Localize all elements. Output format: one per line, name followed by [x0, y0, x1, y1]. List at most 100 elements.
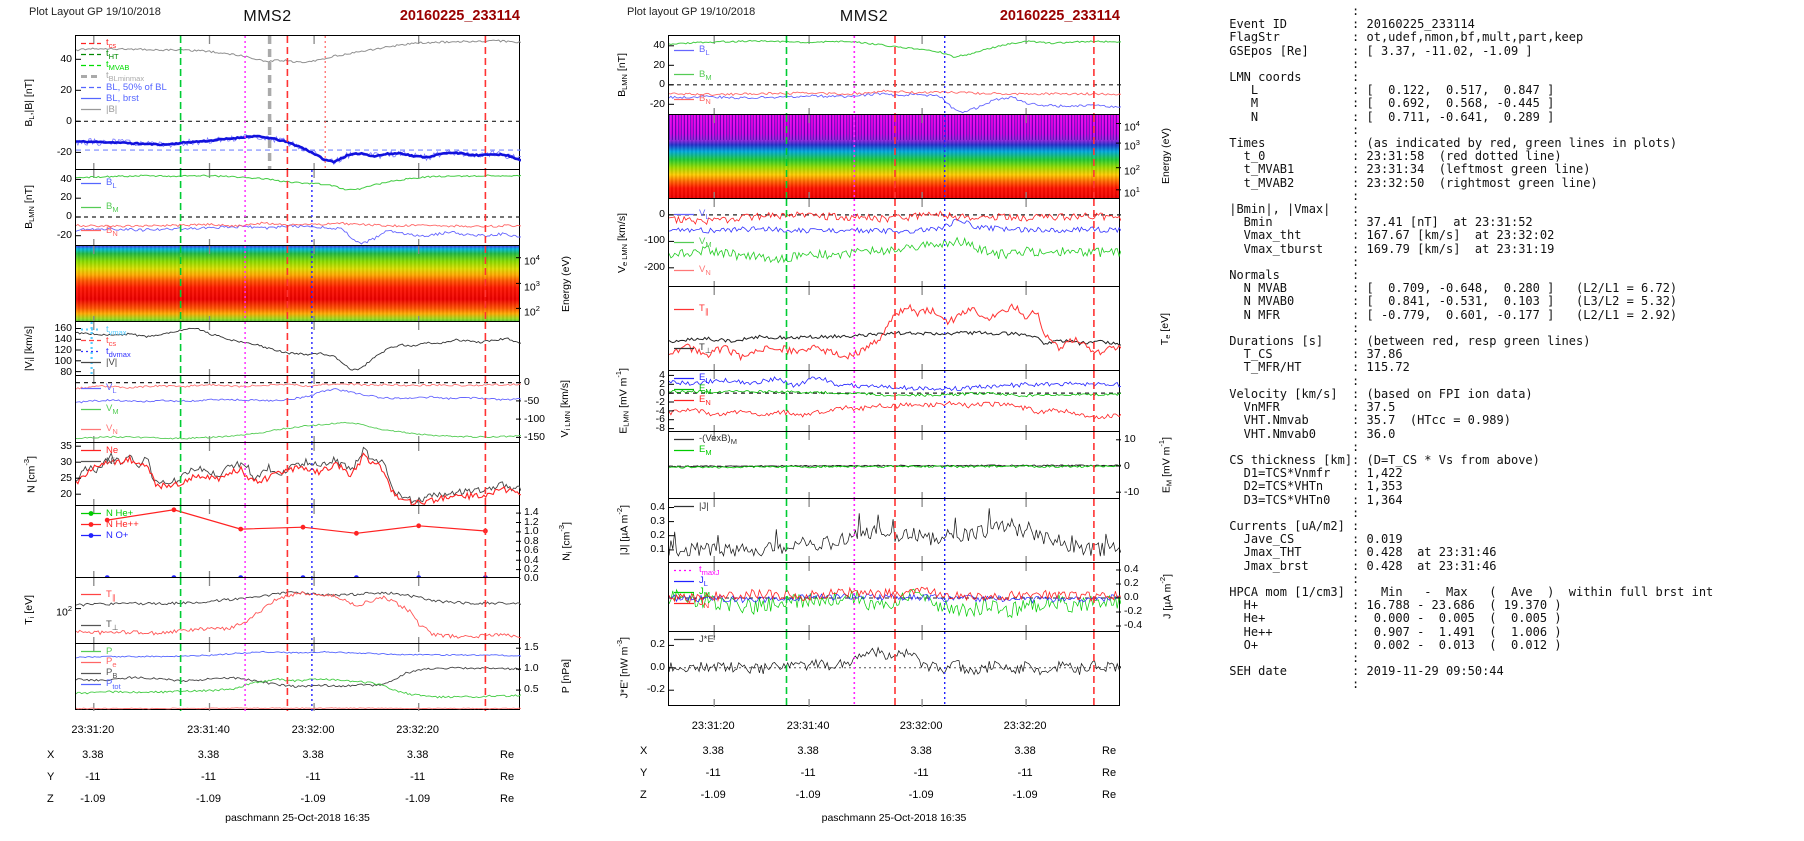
legend-item: T∥ — [674, 303, 711, 316]
panel-minor-ion-density: 1.4 1.2 1.0 0.8 0.6 0.4 0.2 0.0 Ni [cm-3] N He+ N … — [75, 504, 574, 584]
signature-footer: paschmann 25-Oct-2018 16:35 — [225, 812, 370, 824]
y-tick-label: 0.2 — [650, 638, 665, 651]
panel-legend: tvmax tcs tdvmax |V| — [81, 324, 131, 368]
legend-label: BL, brst — [106, 93, 139, 104]
panel-legend: T∥ T⊥ — [674, 289, 711, 368]
ephemeris-row-label: Z — [640, 789, 647, 801]
panel-b-lmn: 40 20 0 -20 BLMN [nT] BL BM BN — [616, 35, 1121, 116]
info-line: Jmax_THT : 0.428 at 23:31:46 — [1222, 545, 1497, 560]
ephemeris-unit: Re — [500, 793, 515, 805]
ephemeris-row-label: X — [640, 745, 648, 757]
y-axis-title-text: BLMN [nT] — [615, 53, 630, 97]
info-line: VHT.Nmvab : 35.7 (HTcc = 0.989) — [1222, 413, 1511, 428]
spacecraft-title: MMS2 — [243, 8, 292, 25]
y-tick-label-right: -10 — [1124, 485, 1140, 498]
y-axis-title: N [cm-3] — [21, 443, 38, 505]
y-tick-label-right: 0 — [1124, 459, 1130, 472]
info-line: N : [ 0.711, -0.641, 0.289 ] — [1222, 109, 1555, 124]
panel-vi-mag: 160 140 120 100 80 |Vi| [km/s] tvmax tcs tdvmax |… — [23, 321, 521, 378]
ephemeris-value: -1.09 — [1012, 789, 1038, 801]
ephemeris-value: -1.09 — [700, 789, 726, 801]
legend-item: Ni — [81, 456, 118, 467]
info-line: Event ID : 20160225_233114 — [1222, 17, 1475, 32]
panel-plot-ti — [76, 577, 521, 645]
legend-label: BL — [699, 43, 710, 57]
trace-V_{N} — [76, 383, 521, 390]
event-id-label: 20160225_233114 — [999, 8, 1120, 24]
y-axis-title-text: Ve LMN [km/s] — [615, 212, 630, 273]
panel-legend: EL EM EN — [674, 372, 712, 408]
legend-label: VN — [106, 423, 118, 437]
legend-item: BL, 50% of BL — [81, 82, 167, 93]
y-axis-title: BLMN [nT] — [614, 36, 631, 114]
legend-item: BN — [674, 93, 712, 106]
y-tick-label-right: 1.2 — [524, 515, 539, 528]
legend-item: VN — [81, 423, 119, 437]
ephemeris-value: -11 — [913, 767, 929, 779]
ephemeris-unit: Re — [500, 749, 515, 761]
info-line: T_CS : 37.86 — [1222, 347, 1403, 362]
info-line: SEH date : 2019-11-29 09:50:44 — [1222, 664, 1504, 679]
trace-V_{L} — [76, 388, 521, 404]
legend-label: tdvmax — [106, 345, 131, 359]
legend-label: BL, 50% of BL — [106, 82, 167, 93]
y-tick-label-right: 0.4 — [524, 553, 539, 566]
legend-label: VM — [699, 236, 712, 250]
info-line: O+ : 0.002 - 0.013 ( 0.012 ) — [1222, 637, 1562, 652]
y-axis-title: |Vi| [km/s] — [21, 322, 38, 375]
panel-legend: T∥ T⊥ — [81, 580, 118, 641]
panel-plot-b-lmn — [669, 36, 1121, 116]
right-axis-title-text: Energy (eV) — [1159, 128, 1172, 185]
legend-item: |B| — [81, 104, 167, 115]
legend-label: T⊥ — [106, 619, 119, 632]
legend-label: |J| — [699, 500, 709, 512]
trace-P_{e} — [76, 706, 521, 709]
ephemeris-unit: Re — [1102, 789, 1117, 801]
panel-ve-lmn: 0 -100 -200 Ve LMN [km/s] VL VM VN — [616, 197, 1121, 289]
y-tick-label: 20 — [653, 58, 665, 71]
info-line: N MVAB0 : [ 0.841, -0.531, 0.103 ] (L3/L… — [1222, 294, 1678, 309]
legend-label: EM — [699, 383, 712, 397]
info-line: : — [1222, 56, 1360, 71]
info-line: Currents [uA/m2] : — [1222, 518, 1360, 533]
legend-item: tmaxJ — [674, 564, 720, 577]
ephemeris-value: 3.38 — [702, 745, 724, 757]
ephemeris-value: -1.09 — [80, 793, 106, 805]
info-line: He++ : 0.907 - 1.491 ( 1.006 ) — [1222, 624, 1562, 639]
legend-item: BL — [674, 43, 712, 57]
legend-label: tvmax — [106, 323, 127, 337]
panel-em-vexb: 10 0 -10 EM [mV m-1] -(VexB)M EM — [668, 431, 1174, 501]
trace-|V| — [76, 328, 521, 372]
legend-label: VN — [699, 264, 711, 278]
y-tick-label: 20 — [60, 83, 72, 96]
trace-P_{tot} — [76, 650, 521, 658]
panel-plot-j-lmn — [669, 562, 1121, 633]
y-tick-label-right: 104 — [524, 252, 540, 268]
legend-item: Pe — [81, 656, 121, 668]
panel-plot-minor-ion-density — [93, 505, 521, 579]
info-line: FlagStr : ot,udef,nmon,bf,mult,part,keep — [1222, 30, 1584, 45]
trace-B_{N} — [76, 221, 521, 228]
info-line: Velocity [km/s] : (based on FPI ion data… — [1222, 386, 1533, 401]
trace-|B| — [76, 39, 521, 64]
trace-B_{M} — [669, 39, 1121, 58]
ephemeris-value: 3.38 — [1014, 745, 1036, 757]
legend-label: EN — [699, 394, 711, 408]
legend-item: Ptot — [81, 678, 121, 690]
info-line: N MFR : [ -0.779, 0.601, -0.177 ] (L2/L1… — [1222, 307, 1678, 322]
trace-T_{⊥} — [76, 590, 521, 607]
panel-plot-pressure — [76, 643, 521, 711]
y-axis-title: |J| [µA m-2] — [614, 499, 631, 562]
panel-j-lmn: 0.4 0.2 0.0 -0.2 -0.4 J [µA m-2] tmaxJ JL JM JN — [668, 561, 1173, 633]
y-tick-label-right: 0.0 — [524, 572, 539, 585]
legend-item: VL — [674, 208, 712, 221]
panel-plot-b-lmn — [76, 169, 521, 247]
legend-label: P — [106, 645, 113, 657]
legend-item: EN — [674, 394, 712, 408]
panel-legend: tmaxJ JL JM JN — [674, 564, 720, 610]
y-tick-label-right: 101 — [1124, 185, 1140, 200]
ephemeris-value: 3.38 — [197, 749, 220, 761]
right-axis-title-text: Te [eV] — [1158, 312, 1173, 346]
panel-plot-vi-mag — [76, 322, 521, 378]
ephemeris-value: 3.38 — [406, 749, 429, 761]
